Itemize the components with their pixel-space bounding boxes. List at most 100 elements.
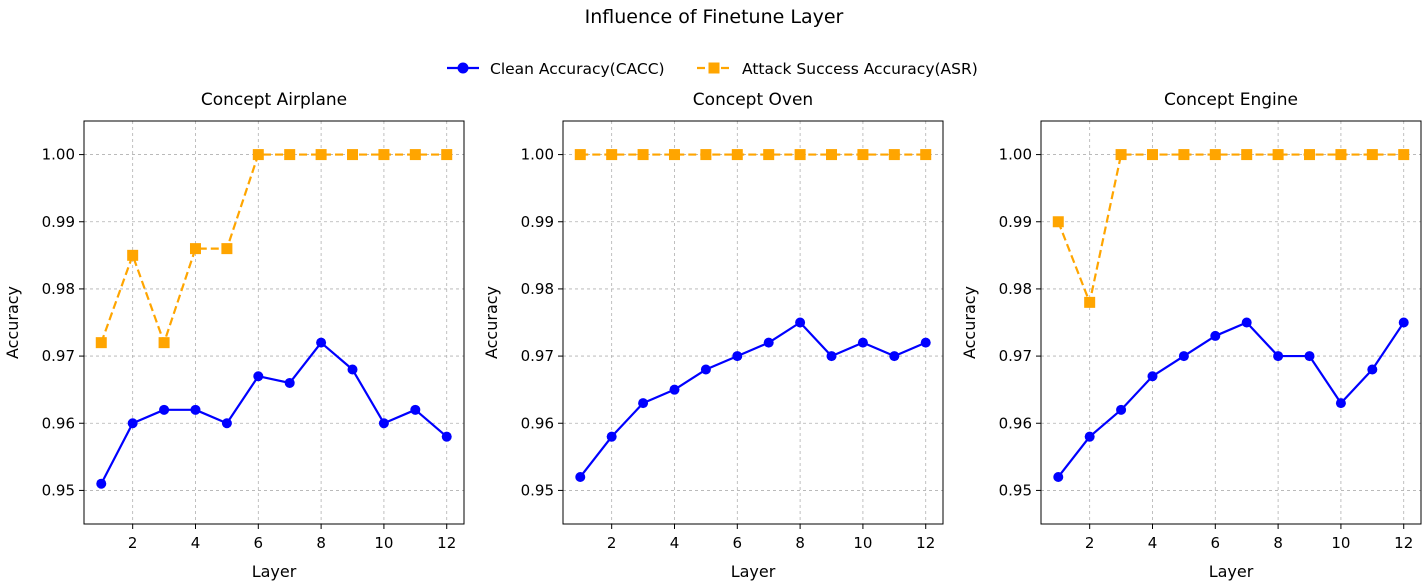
chart1-ytick-label-2: 0.97: [42, 347, 75, 365]
charts: Concept Airplane 2 4 6 8 10 12 0.95 0.96 0.97 0.98…: [3, 90, 1422, 581]
chart1-ytick-label-0: 0.95: [42, 481, 75, 499]
chart2-cacc-point-6: [732, 351, 743, 362]
chart2-asr-point-8: [794, 149, 806, 161]
chart2-ytick-label-5: 1.00: [521, 146, 554, 164]
chart3-cacc-point-2: [1084, 431, 1095, 442]
chart3-asr-point-5: [1178, 149, 1190, 161]
chart2-cacc-point-2: [606, 431, 617, 442]
chart2-cacc-line: [579, 321, 927, 478]
chart3-asr-point-7: [1241, 149, 1253, 161]
chart2-cacc-point-10: [857, 337, 868, 348]
chart1-xtick-label-3: 8: [316, 534, 326, 552]
chart2-ylabel: Accuracy: [482, 286, 501, 359]
chart1-frame: [83, 120, 465, 525]
chart2-cacc-point-1: [575, 471, 586, 482]
chart2-asr-point-11: [888, 149, 900, 161]
chart1-ytick-label-3: 0.98: [42, 280, 75, 298]
chart2-asr-point-3: [637, 149, 649, 161]
chart1-xtick-label-1: 4: [191, 534, 201, 552]
chart1-cacc-point-11: [410, 404, 421, 415]
figure-title: Influence of Finetune Layer: [585, 6, 844, 28]
chart1-ytick-label-5: 1.00: [42, 146, 75, 164]
chart2-asr-point-9: [826, 149, 838, 161]
chart1-xtick-label-5: 12: [437, 534, 456, 552]
chart1-cacc-point-3: [159, 404, 170, 415]
chart1-cacc-point-12: [441, 431, 452, 442]
chart3-asr-point-3: [1115, 149, 1127, 161]
chart3-cacc-point-3: [1116, 404, 1127, 415]
chart1-cacc-point-8: [316, 337, 327, 348]
chart1-panel: Concept Airplane 2 4 6 8 10 12 0.95 0.96 0.97 0.98…: [3, 90, 465, 581]
chart3-asr-point-1: [1052, 216, 1064, 228]
chart3-xtick-label-5: 12: [1394, 534, 1413, 552]
chart3-asr-point-11: [1366, 149, 1378, 161]
chart1-cacc-point-6: [253, 371, 264, 382]
chart3-asr-point-6: [1209, 149, 1221, 161]
chart3-cacc-point-1: [1053, 471, 1064, 482]
chart2-cacc-point-7: [763, 337, 774, 348]
chart3-cacc-point-12: [1398, 317, 1409, 328]
chart1-asr-point-4: [189, 243, 201, 255]
chart2-cacc-point-5: [700, 364, 711, 375]
chart1-asr-point-5: [221, 243, 233, 255]
chart1-xtick-label-4: 10: [374, 534, 393, 552]
legend-asr-marker: [708, 62, 720, 74]
chart1-asr-line: [100, 153, 447, 344]
chart2-asr-point-6: [731, 149, 743, 161]
chart3-asr-point-10: [1335, 149, 1347, 161]
chart3-ytick-label-4: 0.99: [999, 213, 1032, 231]
chart2-asr-point-10: [857, 149, 869, 161]
chart1-title: Concept Airplane: [201, 90, 347, 110]
chart3-frame: [1040, 120, 1422, 525]
chart3-ytick-label-2: 0.97: [999, 347, 1032, 365]
chart2-xtick-label-5: 12: [916, 534, 935, 552]
chart3-ylabel: Accuracy: [960, 286, 979, 359]
chart2-asr-point-1: [574, 149, 586, 161]
chart2-cacc-point-11: [889, 351, 900, 362]
chart1-xlabel: Layer: [252, 562, 297, 581]
chart3-xtick-label-3: 8: [1273, 534, 1283, 552]
chart2-xtick-label-2: 6: [733, 534, 743, 552]
chart3-cacc-point-4: [1147, 371, 1158, 382]
chart3-ytick-label-3: 0.98: [999, 280, 1032, 298]
chart2-cacc-point-8: [795, 317, 806, 328]
chart1-asr-point-9: [347, 149, 359, 161]
chart1-asr-point-11: [409, 149, 421, 161]
chart3-xtick-label-0: 2: [1085, 534, 1095, 552]
chart1-asr-point-6: [252, 149, 264, 161]
chart2-asr-point-12: [920, 149, 932, 161]
chart1-asr-point-3: [158, 337, 170, 349]
chart3-asr-point-9: [1304, 149, 1316, 161]
chart3-asr-point-8: [1272, 149, 1284, 161]
chart3-cacc-point-7: [1241, 317, 1252, 328]
chart1-xtick-label-2: 6: [254, 534, 264, 552]
chart1-asr-point-1: [95, 337, 107, 349]
chart3-asr-point-2: [1084, 296, 1096, 308]
chart1-ylabel: Accuracy: [3, 286, 22, 359]
chart3-title: Concept Engine: [1164, 90, 1298, 110]
chart3-cacc-point-11: [1367, 364, 1378, 375]
chart1-cacc-point-4: [190, 404, 201, 415]
chart2-ytick-label-4: 0.99: [521, 213, 554, 231]
chart2-ytick-label-2: 0.97: [521, 347, 554, 365]
chart2-ytick-label-3: 0.98: [521, 280, 554, 298]
chart2-title: Concept Oven: [693, 90, 813, 110]
chart3-cacc-point-9: [1304, 351, 1315, 362]
chart2-cacc-point-9: [826, 351, 837, 362]
chart1-cacc-line: [100, 341, 448, 485]
chart3-cacc-point-5: [1178, 351, 1189, 362]
chart3-asr-line: [1057, 153, 1404, 304]
chart3-cacc-point-6: [1210, 330, 1221, 341]
chart2-cacc-point-4: [669, 384, 680, 395]
chart1-asr-point-8: [315, 149, 327, 161]
legend-cacc-label: Clean Accuracy(CACC): [490, 60, 665, 78]
chart3-xlabel: Layer: [1209, 562, 1254, 581]
chart2-ytick-label-1: 0.96: [521, 414, 554, 432]
chart1-ytick-label-4: 0.99: [42, 213, 75, 231]
chart1-asr-point-7: [284, 149, 296, 161]
chart1-asr-point-2: [127, 249, 139, 261]
chart2-xtick-label-1: 4: [670, 534, 680, 552]
chart2-ytick-label-0: 0.95: [521, 481, 554, 499]
chart3-ytick-label-1: 0.96: [999, 414, 1032, 432]
